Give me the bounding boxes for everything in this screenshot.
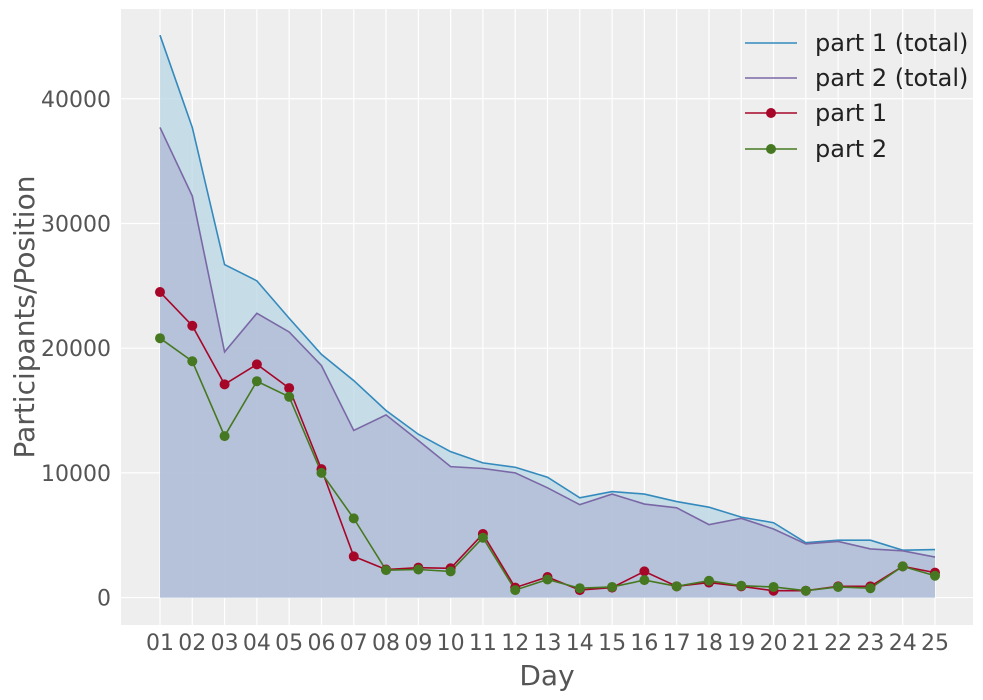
legend-label: part 1 (total) xyxy=(815,29,968,57)
x-tick-label: 25 xyxy=(921,631,949,656)
x-tick-label: 02 xyxy=(178,631,206,656)
y-axis-label: Participants/Position xyxy=(8,176,41,459)
data-point xyxy=(930,570,940,581)
data-point xyxy=(897,561,908,572)
x-tick-label: 09 xyxy=(404,631,432,656)
x-tick-label: 04 xyxy=(243,631,271,656)
x-tick-label: 12 xyxy=(501,631,529,656)
x-tick-label: 13 xyxy=(534,631,562,656)
legend-label: part 2 xyxy=(815,135,887,163)
x-tick-label: 01 xyxy=(146,631,174,656)
data-point xyxy=(348,513,359,524)
x-tick-label: 16 xyxy=(630,631,658,656)
area-fills xyxy=(160,35,935,598)
series-line-1 xyxy=(159,127,936,558)
data-point xyxy=(800,585,811,596)
x-tick-label: 08 xyxy=(372,631,400,656)
x-tick-label: 20 xyxy=(760,631,788,656)
x-axis-ticks: 01 02 03 04 05 06 07 08 09 10 11 12 13 14 15 16 17 18 19 20… xyxy=(146,631,949,656)
y-tick-label: 0 xyxy=(97,587,111,612)
data-point xyxy=(542,574,553,585)
x-tick-label: 21 xyxy=(792,631,820,656)
data-point xyxy=(736,580,747,591)
data-point xyxy=(671,581,682,592)
data-point xyxy=(445,566,456,577)
area-fill-1 xyxy=(160,127,935,598)
y-axis-ticks: 0 10000 20000 30000 40000 xyxy=(41,88,111,612)
data-point xyxy=(155,287,165,298)
x-tick-label: 14 xyxy=(566,631,594,656)
data-point xyxy=(187,356,198,367)
data-point xyxy=(219,431,230,442)
y-tick-label: 40000 xyxy=(41,88,111,113)
data-point xyxy=(639,575,650,586)
x-tick-label: 03 xyxy=(211,631,239,656)
data-point xyxy=(284,391,295,402)
data-point xyxy=(510,585,521,596)
x-tick-label: 19 xyxy=(727,631,755,656)
x-tick-label: 10 xyxy=(437,631,465,656)
data-point xyxy=(348,551,359,562)
x-tick-label: 07 xyxy=(340,631,368,656)
data-point xyxy=(413,564,424,575)
y-tick-label: 30000 xyxy=(41,212,111,237)
legend: part 1 (total) part 2 (total) part 1 part 2 xyxy=(745,29,968,163)
data-point xyxy=(219,379,230,390)
legend-label: part 1 xyxy=(815,99,887,127)
data-point xyxy=(607,581,618,592)
data-point xyxy=(574,583,585,594)
x-tick-label: 23 xyxy=(856,631,884,656)
data-point xyxy=(865,583,876,594)
data-point xyxy=(768,581,779,592)
legend-marker xyxy=(766,108,776,118)
data-point xyxy=(703,575,714,586)
data-point xyxy=(251,376,262,387)
data-point xyxy=(155,333,165,344)
legend-label: part 2 (total) xyxy=(815,64,968,92)
x-tick-label: 22 xyxy=(824,631,852,656)
data-point xyxy=(639,566,650,577)
x-tick-label: 15 xyxy=(598,631,626,656)
x-tick-label: 05 xyxy=(275,631,303,656)
legend-marker xyxy=(766,144,776,154)
x-tick-label: 24 xyxy=(889,631,917,656)
x-tick-label: 18 xyxy=(695,631,723,656)
x-axis-label: Day xyxy=(519,659,574,692)
y-tick-label: 10000 xyxy=(41,462,111,487)
data-point xyxy=(187,320,198,331)
data-point xyxy=(316,467,327,478)
series-markers xyxy=(155,287,940,596)
x-tick-label: 11 xyxy=(469,631,497,656)
data-point xyxy=(284,383,295,394)
data-point xyxy=(833,581,844,592)
data-point xyxy=(477,532,488,543)
x-tick-label: 17 xyxy=(663,631,691,656)
series-line-0 xyxy=(159,34,936,551)
data-point xyxy=(381,565,392,576)
y-tick-label: 20000 xyxy=(41,337,111,362)
data-point xyxy=(251,359,262,370)
x-tick-label: 06 xyxy=(307,631,335,656)
